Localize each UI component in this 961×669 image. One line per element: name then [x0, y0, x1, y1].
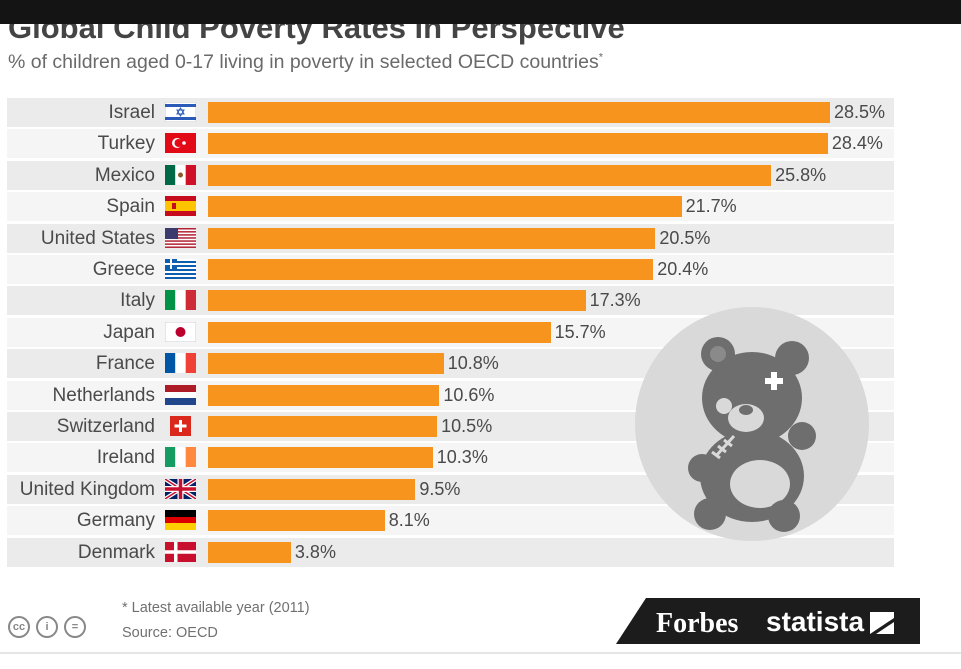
bar-united-kingdom: [208, 479, 416, 500]
flag-icon-france: [165, 353, 196, 373]
chart-subtitle: % of children aged 0-17 living in povert…: [8, 51, 603, 74]
flag-icon-israel: [165, 102, 196, 122]
category-label-germany: Germany: [76, 510, 155, 531]
category-label-mexico: Mexico: [94, 165, 155, 186]
category-label-japan: Japan: [103, 322, 155, 343]
data-label-denmark: 3.8%: [294, 542, 336, 562]
flag-icon-denmark: [165, 542, 196, 562]
bar-spain: [208, 196, 682, 217]
footnote: * Latest available year (2011): [122, 600, 310, 616]
source-note: Source: OECD: [122, 625, 218, 641]
teddy-bear-icon: [635, 307, 869, 541]
data-label-mexico: 25.8%: [775, 165, 827, 185]
flag-icon-italy: [165, 290, 196, 310]
subtitle-text: % of children aged 0-17 living in povert…: [8, 51, 599, 73]
data-label-spain: 21.7%: [685, 196, 737, 216]
forbes-logo: Forbes: [656, 608, 739, 639]
flag-icon-japan: [165, 322, 196, 342]
data-label-switzerland: 10.5%: [441, 416, 493, 436]
bar-italy: [208, 290, 586, 311]
bar-denmark: [208, 542, 291, 563]
flag-icon-switzerland: [165, 416, 196, 436]
attribution-icon: i: [36, 616, 58, 638]
bar-greece: [208, 259, 654, 280]
flag-icon-netherlands: [165, 385, 196, 405]
category-label-netherlands: Netherlands: [52, 385, 155, 406]
flag-icon-united-kingdom: [165, 479, 196, 499]
statista-logo: statista: [766, 606, 865, 637]
category-label-united-kingdom: United Kingdom: [19, 479, 155, 500]
flag-icon-spain: [165, 196, 196, 216]
category-label-united-states: United States: [40, 228, 155, 249]
bar-france: [208, 353, 444, 374]
data-label-netherlands: 10.6%: [443, 385, 495, 405]
flag-icon-united-states: [165, 228, 196, 248]
creative-commons-icon: cc: [8, 616, 30, 638]
footer: cc i = * Latest available year (2011) So…: [0, 594, 920, 644]
bar-netherlands: [208, 385, 440, 406]
flag-icon-germany: [165, 510, 196, 530]
data-label-italy: 17.3%: [589, 290, 641, 310]
row-band-denmark: [7, 538, 894, 567]
subtitle-footnote-mark: *: [598, 51, 604, 64]
infographic: Global Child Poverty Rates in Perspectiv…: [0, 24, 920, 644]
data-label-france: 10.8%: [447, 353, 499, 373]
flag-icon-greece: [165, 259, 196, 279]
bar-mexico: [208, 165, 772, 186]
flag-icon-ireland: [165, 447, 196, 467]
bar-turkey: [208, 133, 828, 154]
data-label-turkey: 28.4%: [831, 133, 883, 153]
data-label-ireland: 10.3%: [436, 447, 488, 467]
data-label-united-states: 20.5%: [659, 228, 711, 248]
category-label-israel: Israel: [108, 102, 155, 123]
flag-icon-mexico: [165, 165, 196, 185]
license-icons: cc i =: [8, 616, 86, 638]
data-label-greece: 20.4%: [657, 259, 709, 279]
data-label-israel: 28.5%: [834, 102, 886, 122]
flag-icon-turkey: [165, 133, 196, 153]
divider: [0, 652, 961, 654]
chart-title: Global Child Poverty Rates in Perspectiv…: [8, 24, 625, 45]
category-label-turkey: Turkey: [97, 133, 155, 154]
category-label-switzerland: Switzerland: [56, 416, 155, 437]
data-label-japan: 15.7%: [554, 322, 606, 342]
data-label-germany: 8.1%: [388, 510, 430, 530]
brand-band: [616, 598, 920, 644]
category-label-france: France: [95, 353, 155, 374]
category-label-ireland: Ireland: [96, 447, 155, 468]
category-label-italy: Italy: [120, 290, 155, 311]
page-bottom: [0, 644, 961, 669]
bar-ireland: [208, 447, 433, 468]
category-label-spain: Spain: [106, 196, 155, 217]
bar-japan: [208, 322, 551, 343]
no-derivatives-icon: =: [64, 616, 86, 638]
bar-israel: [208, 102, 830, 123]
statista-mark-icon: [870, 612, 894, 634]
bar-switzerland: [208, 416, 438, 437]
data-label-united-kingdom: 9.5%: [419, 479, 461, 499]
browser-top-bar: [0, 0, 961, 24]
category-label-denmark: Denmark: [77, 542, 155, 563]
category-label-greece: Greece: [92, 259, 155, 280]
bar-germany: [208, 510, 385, 531]
bar-united-states: [208, 228, 656, 249]
